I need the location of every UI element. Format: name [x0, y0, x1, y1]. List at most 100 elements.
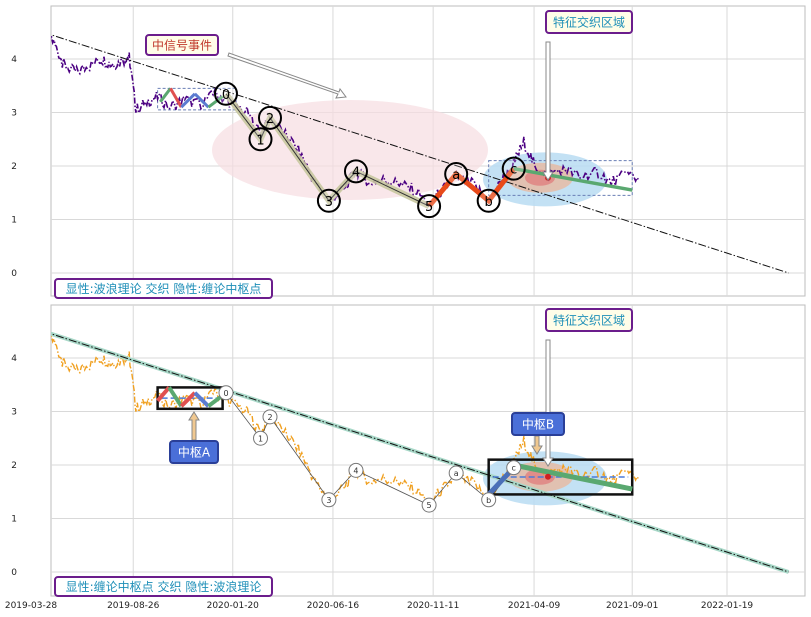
wave-marker-5: [417, 194, 442, 219]
wave-marker-c: [506, 460, 522, 476]
x-tick-label: 2020-11-11: [407, 601, 459, 611]
y-tick-label: 4: [11, 354, 17, 364]
panel-frame: [50, 304, 806, 597]
pivot-b-label-box: [511, 412, 565, 436]
pivot-segment: [193, 391, 210, 408]
pivot-b-arrow: [531, 435, 543, 455]
pivot-b-segment: [513, 166, 633, 192]
pivot-center-dot: [545, 473, 551, 480]
signal-arrow: [227, 52, 347, 99]
wave-label-5: 5: [427, 501, 432, 510]
y-tick-label: 2: [11, 461, 17, 471]
wave-label-a: a: [452, 168, 460, 183]
x-tick-label: 2020-01-20: [207, 601, 260, 611]
plot-area: 0 12 3 4 5 a b c: [51, 34, 789, 274]
y-tick-label: 1: [11, 216, 17, 226]
pivot-segment: [156, 386, 171, 403]
pivot-a-label: 中枢A: [178, 444, 211, 459]
pivot-b-down: [513, 462, 633, 492]
y-tick-label: 0: [11, 269, 17, 279]
region-arrow: [542, 41, 554, 181]
wave-label-1: 1: [256, 133, 264, 148]
pivot-box-b: [488, 160, 633, 196]
top-region-label-box: [545, 10, 633, 34]
bottom-panel-title-box: [54, 576, 273, 597]
wave-label-2: 2: [266, 112, 274, 127]
corrective-wave: [427, 167, 516, 208]
bottom-region-label: 特征交织区域: [553, 312, 625, 327]
wave-marker-5: [421, 497, 437, 513]
x-tick-label: 2019-08-26: [107, 601, 160, 611]
wave-marker-4: [348, 462, 364, 478]
pivot-segment: [207, 95, 224, 109]
wave-marker-a: [448, 465, 464, 481]
wave-marker-1: [248, 127, 273, 152]
x-tick-label: 2022-01-19: [701, 601, 754, 611]
x-tick-label: 2021-04-09: [508, 601, 561, 611]
trend-line: [51, 34, 789, 274]
wave-marker-c: [501, 156, 526, 181]
price-line: [51, 35, 639, 206]
wave-label-c: c: [512, 464, 516, 473]
y-tick-label: 4: [11, 55, 17, 65]
wave-marker-2: [257, 105, 282, 130]
pivot-b-label: 中枢B: [522, 416, 554, 431]
trend-line: [51, 333, 789, 573]
wave-label-5: 5: [425, 200, 433, 215]
price-line: [51, 334, 639, 504]
pivot-a-label-box: [169, 440, 219, 464]
wave-label-0: 0: [222, 88, 230, 103]
wave-marker-2: [262, 409, 278, 425]
y-tick-label: 0: [11, 568, 17, 578]
wave-marker-3: [316, 188, 341, 213]
plot-area: 0 1 2 3 4 5 a b c: [51, 331, 790, 574]
wave-label-0: 0: [223, 389, 228, 398]
pivot-segment: [169, 87, 183, 108]
region-arrow: [542, 339, 554, 467]
pivot-segment: [167, 386, 183, 408]
wave-label-2: 2: [267, 413, 272, 422]
pivot-segment: [159, 87, 172, 103]
top-panel-title: 显性:波浪理论 交织 隐性:缠论中枢点: [66, 281, 262, 296]
wave-label-b: b: [486, 496, 491, 505]
x-tick-label: 2021-09-01: [606, 601, 658, 611]
wave-marker-b: [481, 492, 497, 508]
pivot-segment: [180, 92, 196, 109]
bottom-region-label-box: [545, 308, 633, 332]
wave-marker-0: [218, 385, 234, 401]
wave-label-3: 3: [326, 496, 331, 505]
impulse-wave-line: [225, 93, 430, 207]
bottom-panel-title: 显性:缠论中枢点 交织 隐性:波浪理论: [66, 579, 262, 594]
bottom-panel: 0 1 2 3 4 0 1 2 3 4 5 a b c: [11, 304, 806, 597]
signal-region: [212, 100, 488, 200]
y-tick-label: 3: [11, 109, 17, 119]
pivot-segment: [179, 391, 197, 408]
wave-marker-a: [444, 162, 469, 187]
pivot-box-b: [487, 458, 634, 496]
wave-label-4: 4: [353, 466, 358, 475]
top-region-label: 特征交织区域: [553, 14, 625, 29]
signal-event-label-box: [145, 34, 219, 56]
wave-marker-0: [213, 81, 238, 106]
top-panel-title-box: [54, 278, 273, 299]
wave-marker-1: [253, 430, 269, 446]
y-tick-label: 2: [11, 162, 17, 172]
wave-marker-4: [343, 159, 368, 184]
wave-marker-3: [321, 492, 337, 508]
wave-label-b: b: [485, 195, 493, 210]
x-tick-label: 2020-06-16: [307, 601, 360, 611]
y-tick-label: 1: [11, 515, 17, 525]
pivot-segment: [193, 92, 210, 109]
y-tick-label: 3: [11, 408, 17, 418]
x-tick-label: 2019-03-28: [5, 601, 58, 611]
wave-marker-b: [476, 188, 501, 213]
wave-label-1: 1: [258, 434, 263, 443]
pivot-a-arrow: [188, 411, 200, 441]
wave-label-4: 4: [352, 165, 360, 180]
wave-label-3: 3: [325, 195, 333, 210]
wave-label-a: a: [454, 469, 459, 478]
wave-label-c: c: [510, 163, 517, 178]
